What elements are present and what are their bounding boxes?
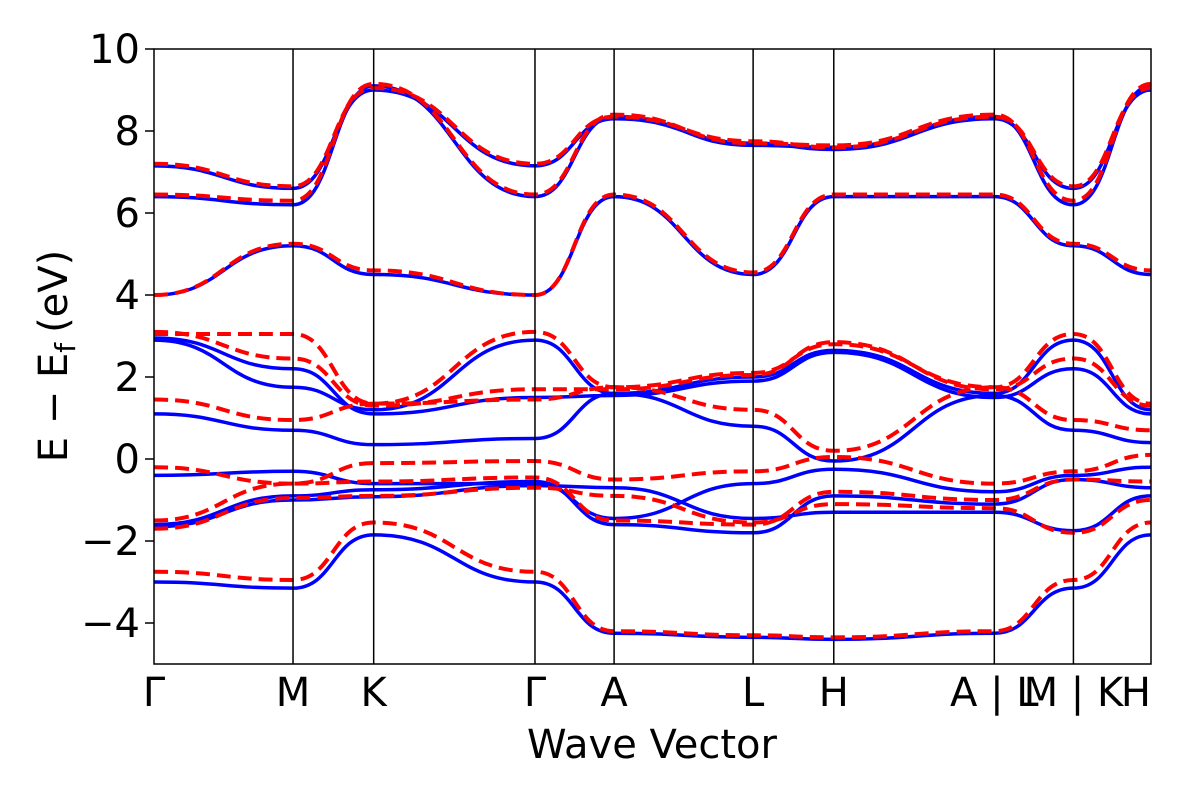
solid-bands [154, 84, 1151, 642]
solid-band-6 [154, 533, 1151, 642]
y-tick-label: 6 [115, 191, 140, 237]
dashed-band-3 [154, 385, 1151, 453]
y-tick-label: 2 [115, 355, 140, 401]
dashed-band-4 [154, 329, 1151, 408]
solid-band-5 [154, 338, 1151, 412]
kpoint-divider-lines [292, 49, 1075, 664]
x-tick-label: K [361, 670, 389, 716]
x-tick-label: H [1121, 670, 1151, 716]
x-tick-label: M | K [1024, 670, 1125, 716]
plot-frame [153, 48, 1152, 665]
x-axis-label: Wave Vector [527, 722, 778, 768]
y-tick-label: −4 [81, 601, 140, 647]
dashed-band-2 [154, 452, 1151, 486]
y-tick-label: 0 [115, 437, 140, 483]
x-tick-label: M [276, 670, 311, 716]
x-tick-label: A | L [950, 670, 1039, 716]
y-tick-label: −2 [81, 519, 140, 565]
dashed-band-7 [154, 192, 1151, 298]
x-tick-label: Γ [524, 670, 547, 716]
y-axis-label-unit: (eV) [31, 250, 77, 333]
dashed-band-6 [154, 520, 1151, 640]
y-axis-label: E − Ef (eV) [31, 250, 82, 463]
x-tick-label: A [600, 670, 628, 716]
solid-band-7 [154, 194, 1151, 297]
y-axis: −4 −2 0 2 4 6 8 10 [81, 27, 154, 647]
y-tick-label: 4 [115, 273, 140, 319]
dashed-bands [154, 81, 1151, 640]
solid-band-8 [154, 88, 1151, 191]
dashed-band-9 [154, 81, 1151, 203]
x-tick-label: L [742, 670, 765, 716]
solid-band-3 [154, 391, 1151, 463]
y-tick-label: 8 [115, 109, 140, 155]
dashed-band-1 [154, 475, 1151, 527]
x-tick-label: H [819, 670, 849, 716]
dashed-band-0 [154, 485, 1151, 535]
dashed-band-5 [154, 329, 1151, 406]
solid-band-1 [154, 477, 1151, 535]
x-tick-label: Γ [143, 670, 166, 716]
y-axis-label-subscript: f [49, 342, 82, 353]
y-tick-label: 10 [89, 27, 140, 73]
solid-band-4 [154, 336, 1151, 416]
y-axis-label-main: E − E [31, 353, 77, 463]
plot-area [154, 81, 1151, 642]
dashed-band-8 [154, 85, 1151, 189]
